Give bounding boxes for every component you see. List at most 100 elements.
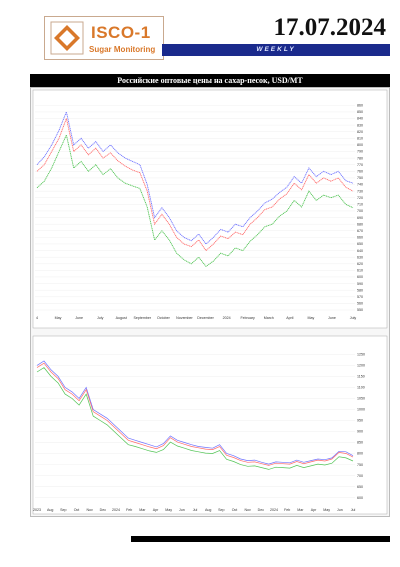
- y-tick-label: 580: [357, 288, 363, 292]
- logo-wordmark: ISCO-1: [91, 23, 151, 42]
- x-tick-label: October: [157, 316, 171, 320]
- y-tick-label: 630: [357, 255, 363, 259]
- chart-frame: 860 850 840 830 820 810 800 790 780 770 760 750 740 7…: [30, 87, 390, 517]
- x-tick-label: Mar: [297, 508, 304, 512]
- chart-panel-1: 860 850 840 830 820 810 800 790 780 770 760 750 740 7…: [32, 89, 388, 329]
- chart-plot-area: [32, 89, 388, 329]
- x-tick-label: Oct: [74, 508, 80, 512]
- x-tick-label: Jul: [193, 508, 198, 512]
- y-tick-label: 680: [357, 222, 363, 226]
- x-tick-label: 4: [36, 316, 38, 320]
- x-tick-label: August: [116, 316, 127, 320]
- x-tick-label: Aug: [205, 508, 211, 512]
- x-tick-label: Aug: [47, 508, 53, 512]
- y-tick-label: 830: [357, 123, 363, 127]
- x-tick-label: 2024: [223, 316, 231, 320]
- x-tick-label: 2024: [112, 508, 120, 512]
- x-tick-label: Nov: [244, 508, 251, 512]
- x-tick-label: November: [176, 316, 193, 320]
- y-tick-label: 850: [357, 441, 363, 445]
- x-tick-label: July: [350, 316, 357, 320]
- y-tick-label: 650: [357, 485, 363, 489]
- y-tick-label: 600: [357, 496, 363, 500]
- x-tick-label: Dec: [258, 508, 265, 512]
- x-tick-label: September: [134, 316, 152, 320]
- x-tick-label: May: [165, 508, 172, 512]
- y-tick-label: 550: [357, 308, 363, 312]
- series-line-1: [36, 110, 354, 245]
- x-tick-label: Sep: [218, 508, 224, 512]
- y-tick-label: 740: [357, 183, 363, 187]
- series-line-2: [36, 362, 354, 466]
- x-tick-label: Mar: [139, 508, 146, 512]
- footer-rule: [30, 536, 390, 542]
- x-tick-label: May: [55, 316, 62, 320]
- chart-section-title: Российские оптовые цены на сахар-песок, …: [30, 74, 390, 87]
- y-tick-label: 640: [357, 249, 363, 253]
- x-tick-label: December: [197, 316, 214, 320]
- y-tick-label: 1100: [357, 386, 365, 390]
- series-line-3: [36, 367, 354, 470]
- series-line-2: [36, 116, 354, 252]
- x-tick-label: Feb: [284, 508, 290, 512]
- chart-panel-2: 1250 1200 1150 1100 1050 1000 950 900 850 800 750 7…: [32, 335, 388, 515]
- y-tick-label: 720: [357, 196, 363, 200]
- price-charts-svg: 860 850 840 830 820 810 800 790 780 770 760 750 740 7…: [32, 89, 388, 515]
- y-tick-label: 620: [357, 262, 363, 266]
- y-tick-label: 950: [357, 419, 363, 423]
- y-tick-label: 1200: [357, 364, 365, 368]
- y-tick-label: 1250: [357, 353, 365, 357]
- y-tick-label: 670: [357, 229, 363, 233]
- x-tick-label: 2023: [33, 508, 41, 512]
- x-tick-label: July: [97, 316, 104, 320]
- x-tick-label: June: [75, 316, 83, 320]
- x-tick-label: Apr: [311, 508, 317, 512]
- x-tick-label: May: [323, 508, 330, 512]
- y-tick-label: 850: [357, 110, 363, 114]
- x-tick-label: Nov: [86, 508, 93, 512]
- y-tick-label: 600: [357, 275, 363, 279]
- x-tick-label: Apr: [153, 508, 159, 512]
- x-tick-label: Feb: [126, 508, 132, 512]
- y-tick-label: 710: [357, 203, 363, 207]
- y-tick-label: 770: [357, 163, 363, 167]
- weekly-banner: WEEKLY: [162, 44, 390, 56]
- x-tick-label: March: [264, 316, 274, 320]
- series-line-3: [36, 133, 354, 268]
- y-tick-label: 810: [357, 137, 363, 141]
- y-tick-label: 800: [357, 452, 363, 456]
- x-tick-label: Jun: [337, 508, 343, 512]
- y-tick-label: 860: [357, 104, 363, 108]
- y-tick-label: 590: [357, 282, 363, 286]
- y-tick-label: 700: [357, 474, 363, 478]
- y-tick-label: 750: [357, 463, 363, 467]
- x-tick-label: June: [328, 316, 336, 320]
- x-tick-label: Sep: [60, 508, 66, 512]
- y-tick-label: 760: [357, 170, 363, 174]
- x-tick-label: April: [286, 316, 293, 320]
- x-tick-label: Jul: [351, 508, 356, 512]
- y-tick-label: 820: [357, 130, 363, 134]
- logo-diamond-icon: [50, 21, 84, 55]
- y-tick-label: 1050: [357, 397, 365, 401]
- chart-plot-area: [32, 335, 388, 515]
- y-tick-label: 730: [357, 189, 363, 193]
- y-tick-label: 610: [357, 269, 363, 273]
- y-tick-label: 1000: [357, 408, 365, 412]
- x-tick-label: February: [240, 316, 255, 320]
- y-tick-label: 840: [357, 117, 363, 121]
- y-tick-label: 660: [357, 236, 363, 240]
- series-line-1: [36, 360, 354, 465]
- y-tick-label: 560: [357, 302, 363, 306]
- intro-paragraph: [160, 57, 392, 74]
- y-tick-label: 790: [357, 150, 363, 154]
- x-tick-label: Oct: [232, 508, 238, 512]
- y-tick-label: 650: [357, 242, 363, 246]
- x-tick-label: 2024: [270, 508, 278, 512]
- x-tick-label: Dec: [100, 508, 107, 512]
- y-tick-label: 1150: [357, 375, 365, 379]
- y-tick-label: 800: [357, 143, 363, 147]
- x-tick-label: May: [307, 316, 314, 320]
- x-tick-label: Jun: [179, 508, 185, 512]
- y-tick-label: 700: [357, 209, 363, 213]
